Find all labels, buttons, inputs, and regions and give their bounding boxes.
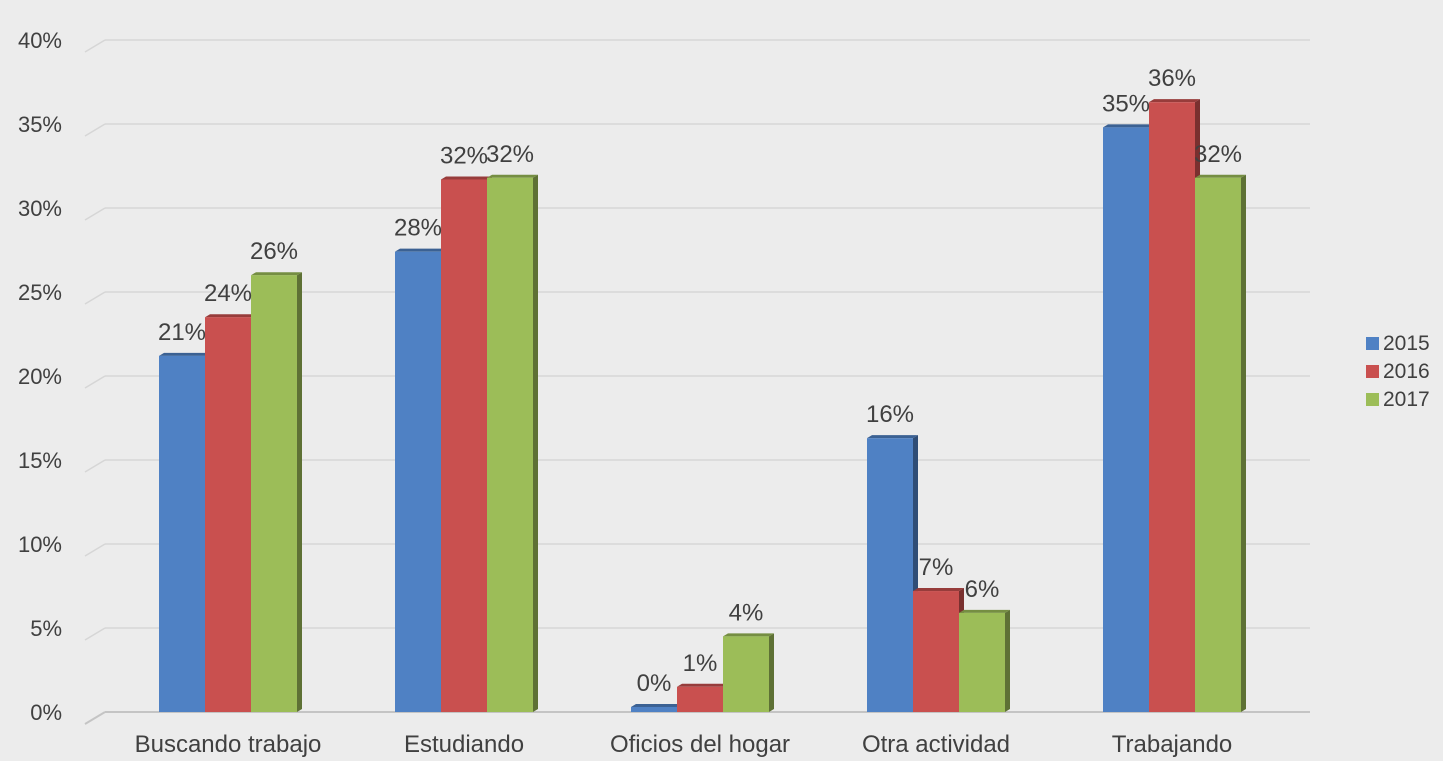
y-tick-label: 10%: [18, 532, 62, 557]
gridline-stub: [84, 123, 106, 137]
bars: [159, 99, 1246, 713]
y-tick-label: 5%: [30, 616, 62, 641]
bar: [1195, 177, 1241, 712]
bar: [251, 275, 297, 712]
bar: [1103, 127, 1149, 713]
gridline-stub: [84, 459, 106, 473]
legend: 2015 2016 2017: [1366, 332, 1430, 411]
data-label: 32%: [440, 142, 488, 169]
bar: [867, 438, 913, 712]
data-label: 6%: [965, 576, 1000, 603]
bar-top: [441, 176, 492, 180]
legend-label: 2017: [1383, 388, 1430, 411]
bar-top: [867, 435, 918, 439]
bar-side: [1241, 174, 1246, 712]
bar: [913, 591, 959, 712]
data-label: 24%: [204, 280, 252, 307]
bar-top: [959, 609, 1010, 613]
gridline-stub: [84, 291, 106, 305]
bar-top: [1149, 99, 1200, 103]
gridline-stub: [84, 543, 106, 557]
data-label: 0%: [637, 670, 672, 697]
bar: [959, 612, 1005, 712]
y-tick-label: 0%: [30, 700, 62, 725]
bar: [677, 686, 723, 712]
legend-label: 2016: [1383, 360, 1430, 383]
data-label: 1%: [683, 650, 718, 677]
legend-label: 2015: [1383, 332, 1430, 355]
bar-top: [251, 272, 302, 276]
bar-top: [1103, 124, 1154, 128]
y-tick-label: 25%: [18, 280, 62, 305]
bar-top: [677, 683, 728, 687]
bar-side: [769, 633, 774, 712]
bar-top: [159, 352, 210, 356]
bar-side: [533, 174, 538, 712]
gridline-stub: [84, 207, 106, 221]
y-tick-label: 20%: [18, 364, 62, 389]
bar: [487, 177, 533, 712]
bar-top: [913, 588, 964, 592]
bar: [159, 355, 205, 712]
y-axis: 0% 5% 10% 15% 20% 25% 30% 35% 40%: [18, 28, 62, 725]
bar-top: [205, 314, 256, 318]
data-label: 32%: [486, 141, 534, 168]
gridline-stub: [84, 627, 106, 641]
gridline-stub: [84, 711, 106, 725]
bar-top: [487, 174, 538, 178]
bar-top: [395, 248, 446, 252]
y-tick-label: 30%: [18, 196, 62, 221]
bar: [441, 179, 487, 712]
bar: [395, 251, 441, 712]
legend-swatch: [1366, 365, 1379, 378]
bar: [205, 317, 251, 712]
gridline-stub: [84, 375, 106, 389]
bar: [1149, 102, 1195, 712]
y-tick-label: 35%: [18, 112, 62, 137]
y-tick-label: 15%: [18, 448, 62, 473]
data-label: 32%: [1194, 141, 1242, 168]
data-label: 26%: [250, 238, 298, 265]
bar: [723, 636, 769, 712]
data-label: 4%: [729, 599, 764, 626]
data-label: 16%: [866, 401, 914, 428]
gridline-stub: [84, 39, 106, 53]
legend-swatch: [1366, 337, 1379, 350]
data-label: 35%: [1102, 90, 1150, 117]
x-tick-label: Estudiando: [404, 731, 524, 758]
data-label: 36%: [1148, 65, 1196, 92]
data-labels: 21%24%26%28%32%32%0%1%4%16%7%6%35%36%32%: [158, 65, 1242, 697]
legend-swatch: [1366, 393, 1379, 406]
bar-top: [1195, 174, 1246, 178]
x-tick-label: Trabajando: [1112, 731, 1233, 758]
x-tick-label: Buscando trabajo: [135, 731, 322, 758]
data-label: 28%: [394, 215, 442, 242]
y-tick-label: 40%: [18, 28, 62, 53]
bar-top: [631, 703, 682, 707]
x-axis: Buscando trabajo Estudiando Oficios del ho…: [135, 731, 1233, 758]
bar-side: [297, 272, 302, 712]
x-tick-label: Oficios del hogar: [610, 731, 790, 758]
bar: [631, 706, 677, 712]
x-tick-label: Otra actividad: [862, 731, 1010, 758]
bar-side: [1005, 609, 1010, 712]
bar-top: [723, 633, 774, 637]
data-label: 21%: [158, 319, 206, 346]
data-label: 7%: [919, 554, 954, 581]
